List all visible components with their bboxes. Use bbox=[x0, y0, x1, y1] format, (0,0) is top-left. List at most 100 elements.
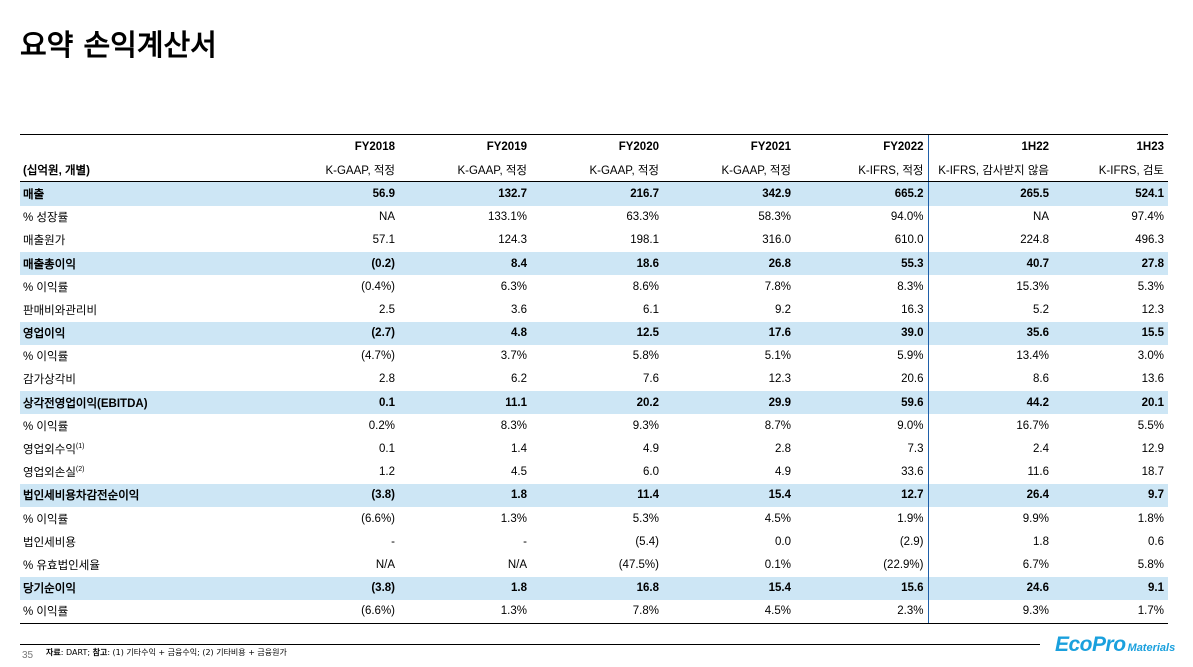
value-cell: 4.9 bbox=[775, 466, 791, 479]
row-label: % 이익률 bbox=[20, 507, 281, 530]
value-cell: (6.6%) bbox=[281, 599, 399, 624]
value-cell: 9.2 bbox=[775, 303, 791, 316]
footnote-note-label: 참고 bbox=[92, 648, 108, 657]
value-cell: 5.9% bbox=[897, 350, 924, 363]
row-label-text: % 이익률 bbox=[23, 513, 69, 526]
standard-header: K-GAAP, 적정 bbox=[399, 158, 531, 183]
value-cell: 26.4 bbox=[927, 483, 1053, 507]
value-cell: 16.3 bbox=[901, 303, 924, 316]
value-cell: 57.1 bbox=[372, 234, 395, 247]
value-cell: 1.8 bbox=[927, 530, 1053, 554]
table-row: % 유효법인세율 N/A N/A (47.5%) 0.1% (22.9%) 6.7% 5.8% bbox=[20, 553, 1168, 577]
row-label-text: % 이익률 bbox=[23, 420, 69, 433]
value-cell: 0.0 bbox=[775, 535, 791, 548]
value-cell: 4.8 bbox=[399, 321, 531, 345]
logo-sub: Materials bbox=[1127, 642, 1176, 654]
table-row: % 이익률 (6.6%) 1.3% 5.3% 4.5% 1.9% 9.9% 1.8% bbox=[20, 507, 1168, 531]
value-cell: NA bbox=[927, 205, 1053, 229]
value-cell: 20.6 bbox=[901, 373, 924, 386]
row-label-text: 영업이익 bbox=[23, 328, 66, 341]
footnote-marker: (2) bbox=[75, 466, 85, 474]
value-cell: 1.4 bbox=[511, 443, 527, 456]
table-row: 감가상각비 2.8 6.2 7.6 12.3 20.6 8.6 13.6 bbox=[20, 367, 1168, 392]
row-label: 감가상각비 bbox=[20, 368, 281, 391]
value-cell: 5.3% bbox=[632, 512, 659, 525]
value-cell: 17.6 bbox=[663, 321, 795, 345]
value-cell: 58.3% bbox=[758, 211, 791, 224]
value-cell: 39.0 bbox=[795, 321, 928, 345]
value-cell: 6.2 bbox=[511, 373, 527, 386]
table-row: 판매비와관리비 2.5 3.6 6.1 9.2 16.3 5.2 12.3 bbox=[20, 298, 1168, 322]
row-label: % 이익률 bbox=[20, 414, 281, 437]
value-cell: (6.6%) bbox=[361, 512, 395, 525]
row-label-text: % 이익률 bbox=[23, 281, 69, 294]
row-label: 법인세비용차감전순이익 bbox=[20, 483, 281, 507]
value-cell: 12.7 bbox=[795, 483, 928, 507]
value-cell: 316.0 bbox=[762, 234, 791, 247]
value-cell: 6.1 bbox=[643, 303, 659, 316]
value-cell: 59.6 bbox=[795, 391, 928, 415]
value-cell: 6.7% bbox=[927, 553, 1053, 577]
table-row: % 이익률 (4.7%) 3.7% 5.8% 5.1% 5.9% 13.4% 3.0% bbox=[20, 344, 1168, 368]
row-label: 영업이익 bbox=[20, 321, 281, 345]
ecopro-materials-logo: EcoPro Materials bbox=[1055, 633, 1175, 657]
value-cell: 13.6 bbox=[1141, 373, 1164, 386]
period-header: 1H23 bbox=[1053, 134, 1168, 159]
period-header: FY2018 bbox=[281, 134, 399, 159]
period-header-row: FY2018 FY2019 FY2020 FY2021 FY2022 1H22 … bbox=[20, 134, 1168, 159]
value-cell: (2.7) bbox=[281, 321, 399, 345]
value-cell: 15.5 bbox=[1053, 321, 1168, 345]
row-label-text: 매출 bbox=[23, 188, 45, 201]
value-cell: 11.6 bbox=[927, 460, 1053, 484]
value-cell: 7.3 bbox=[907, 443, 924, 456]
table-row: % 이익률 0.2% 8.3% 9.3% 8.7% 9.0% 16.7% 5.5% bbox=[20, 414, 1168, 438]
row-label-text: 매출원가 bbox=[23, 235, 66, 248]
row-label: 매출총이익 bbox=[20, 251, 281, 276]
table-row: % 이익률 (0.4%) 6.3% 8.6% 7.8% 8.3% 15.3% 5.3% bbox=[20, 275, 1168, 299]
value-cell: 1.9% bbox=[897, 512, 924, 525]
value-cell: 342.9 bbox=[663, 181, 795, 206]
row-label: 영업외수익(1) bbox=[20, 437, 281, 460]
row-label: % 이익률 bbox=[20, 275, 281, 298]
row-label: 판매비와관리비 bbox=[20, 298, 281, 321]
value-cell: 3.0% bbox=[1137, 350, 1164, 363]
table-row: % 성장률 NA 133.1% 63.3% 58.3% 94.0% NA 97.4% bbox=[20, 205, 1168, 229]
value-cell: (0.2) bbox=[281, 251, 399, 276]
value-cell: 3.7% bbox=[500, 350, 527, 363]
value-cell: 9.1 bbox=[1053, 576, 1168, 600]
value-cell: 1.3% bbox=[399, 599, 531, 624]
value-cell: 1.2 bbox=[379, 466, 395, 479]
value-cell: 8.7% bbox=[764, 419, 791, 432]
standard-header: K-IFRS, 검토 bbox=[1053, 158, 1168, 183]
value-cell: 6.3% bbox=[500, 280, 527, 293]
standard-header: K-GAAP, 적정 bbox=[663, 158, 795, 183]
value-cell: 124.3 bbox=[498, 234, 527, 247]
value-cell: 1.7% bbox=[1053, 599, 1168, 624]
footnote: 자료: DART; 참고: (1) 기타수익 + 금융수익; (2) 기타비용 … bbox=[46, 647, 287, 658]
value-cell: 3.6 bbox=[511, 303, 527, 316]
value-cell: 1.8 bbox=[399, 483, 531, 507]
standard-header: K-IFRS, 감사받지 않음 bbox=[927, 158, 1053, 183]
value-cell: (0.4%) bbox=[361, 280, 395, 293]
value-cell: 5.2 bbox=[927, 298, 1053, 322]
value-cell: 8.3% bbox=[500, 419, 527, 432]
page-title: 요약 손익계산서 bbox=[20, 28, 217, 62]
value-cell: 7.6 bbox=[643, 373, 659, 386]
row-label-text: 매출총이익 bbox=[23, 258, 76, 271]
value-cell: 7.8% bbox=[764, 280, 791, 293]
value-cell: 2.8 bbox=[775, 443, 791, 456]
page-number: 35 bbox=[22, 650, 34, 661]
value-cell: 1.3% bbox=[500, 512, 527, 525]
period-header: FY2022 bbox=[795, 134, 928, 159]
value-cell: (22.9%) bbox=[883, 558, 924, 571]
value-cell: 4.9 bbox=[643, 443, 659, 456]
value-cell: 2.5 bbox=[379, 303, 395, 316]
value-cell: 8.6 bbox=[927, 367, 1053, 392]
value-cell: 9.3% bbox=[927, 599, 1053, 624]
value-cell: 40.7 bbox=[927, 251, 1053, 276]
row-label: 매출원가 bbox=[20, 229, 281, 252]
value-cell: - bbox=[523, 535, 527, 548]
footnote-source-value: : DART; bbox=[60, 648, 93, 657]
value-cell: 9.0% bbox=[897, 419, 924, 432]
value-cell: 524.1 bbox=[1053, 181, 1168, 206]
